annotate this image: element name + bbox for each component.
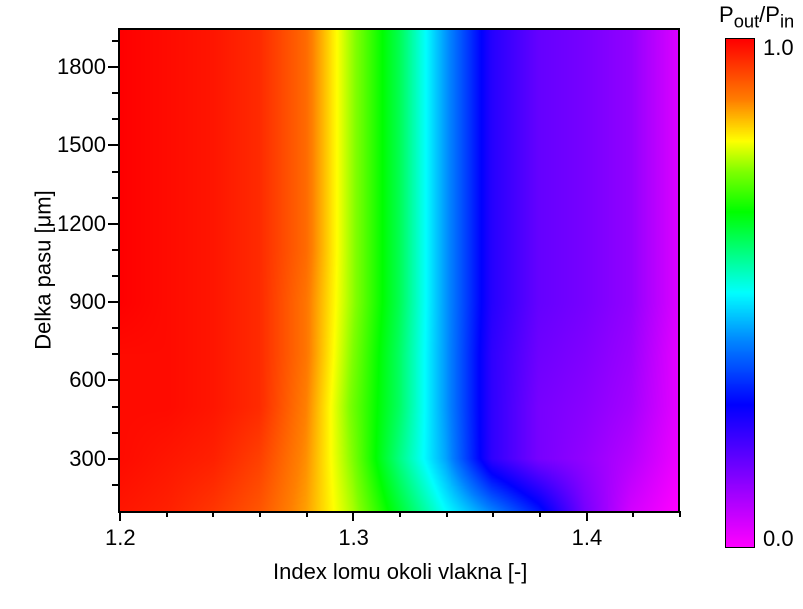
colorbar-canvas [726,39,754,547]
y-tick-label: 1200 [46,211,106,237]
y-tick-label: 900 [46,289,106,315]
y-tick-mark [108,458,118,460]
x-tick-label: 1.4 [572,525,603,551]
y-tick-mark [112,249,118,251]
heatmap-canvas [120,30,678,511]
x-tick-mark [679,511,681,517]
x-tick-mark [352,511,354,521]
x-tick-mark [492,511,494,517]
x-tick-mark [586,511,588,521]
y-tick-mark [108,223,118,225]
x-tick-label: 1.3 [338,525,369,551]
colorbar-title: Pout/Pin [719,2,794,32]
y-tick-label: 300 [46,446,106,472]
y-axis-line [118,28,120,511]
y-tick-mark [112,197,118,199]
y-tick-mark [112,406,118,408]
chart-container: Delka pasu [μm] Index lomu okoli vlakna … [0,0,803,609]
y-tick-mark [112,40,118,42]
y-tick-mark [108,66,118,68]
x-axis-label: Index lomu okoli vlakna [-] [273,559,527,585]
y-tick-mark [112,327,118,329]
y-tick-mark [112,353,118,355]
x-tick-mark [306,511,308,517]
y-tick-mark [112,484,118,486]
x-tick-mark [166,511,168,517]
y-tick-mark [108,144,118,146]
y-tick-mark [112,118,118,120]
x-tick-mark [539,511,541,517]
colorbar-tick-max: 1.0 [763,35,794,61]
y-tick-label: 1800 [46,54,106,80]
colorbar-tick-min: 0.0 [763,526,794,552]
y-tick-mark [112,275,118,277]
x-tick-mark [259,511,261,517]
y-tick-label: 1500 [46,132,106,158]
colorbar [725,38,755,548]
y-tick-mark [112,171,118,173]
heatmap-plot-area [120,28,680,511]
y-tick-mark [112,92,118,94]
x-tick-mark [446,511,448,517]
x-tick-mark [632,511,634,517]
x-tick-mark [212,511,214,517]
y-tick-mark [108,301,118,303]
x-tick-label: 1.2 [105,525,136,551]
y-tick-mark [108,379,118,381]
y-tick-mark [112,432,118,434]
x-tick-mark [119,511,121,521]
x-tick-mark [399,511,401,517]
y-tick-label: 600 [46,367,106,393]
